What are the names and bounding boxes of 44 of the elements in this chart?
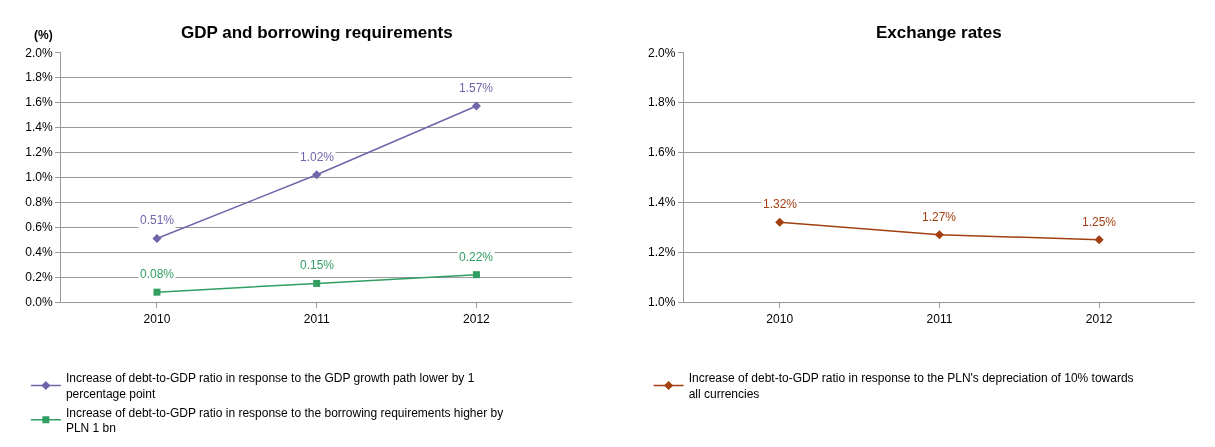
point <box>312 170 322 180</box>
y-tick-label: 0.6% <box>25 220 54 235</box>
data-label: 0.51% <box>140 213 175 227</box>
legend-label: Increase of debt-to-GDP ratio in response to the borrowing requirements higher by PLN 1 bn <box>65 405 504 436</box>
x-tick-label: 2010 <box>766 311 794 326</box>
y-tick-label: 1.6% <box>25 95 54 110</box>
data-label: 1.27% <box>922 210 957 224</box>
legend-label: Increase of debt-to-GDP ratio in response to the GDP growth path lower by 1 percentage point <box>65 371 475 401</box>
y-tick-label: 1.2% <box>648 245 676 260</box>
y-tick-label: 1.6% <box>648 145 676 160</box>
legend-label: Increase of debt-to-GDP ratio in response to the PLN's depreciation of 10% towards all currencies <box>688 371 1134 401</box>
y-tick-label: 0.8% <box>25 195 54 210</box>
y-tick-label: 1.4% <box>648 195 676 210</box>
point <box>313 279 321 287</box>
data-label: 0.08% <box>140 267 175 281</box>
data-label: 1.02% <box>300 150 335 164</box>
y-tick-label: 1.2% <box>25 145 54 160</box>
y-tick-label: 2.0% <box>25 45 54 60</box>
point <box>472 271 480 279</box>
point <box>153 288 161 296</box>
x-tick-label: 2012 <box>1085 311 1113 326</box>
data-label: 1.25% <box>1082 215 1117 229</box>
y-tick-label: 1.0% <box>648 295 676 310</box>
y-tick-label: 0.4% <box>25 245 54 260</box>
x-tick-label: 2011 <box>926 311 953 326</box>
y-tick-label: 1.8% <box>648 95 676 110</box>
data-label: 1.57% <box>459 81 494 95</box>
y-tick-label: 1.8% <box>25 70 54 85</box>
y-tick-label: 0.0% <box>25 295 54 310</box>
data-label: 1.32% <box>763 197 798 211</box>
data-label: 0.22% <box>459 250 494 264</box>
chart-title: GDP and borrowing requirements <box>181 23 453 42</box>
x-tick-label: 2010 <box>143 311 171 326</box>
x-tick-label: 2012 <box>463 311 491 326</box>
y-axis-title: (%) <box>34 28 53 42</box>
data-label: 0.15% <box>300 258 335 272</box>
y-tick-label: 0.2% <box>25 270 54 285</box>
y-tick-label: 1.0% <box>25 170 54 185</box>
chart-title: Exchange rates <box>876 23 1002 42</box>
y-tick-label: 2.0% <box>648 45 676 60</box>
point <box>152 233 162 243</box>
point <box>471 101 481 111</box>
y-tick-label: 1.4% <box>25 120 54 135</box>
x-tick-label: 2011 <box>303 311 330 326</box>
